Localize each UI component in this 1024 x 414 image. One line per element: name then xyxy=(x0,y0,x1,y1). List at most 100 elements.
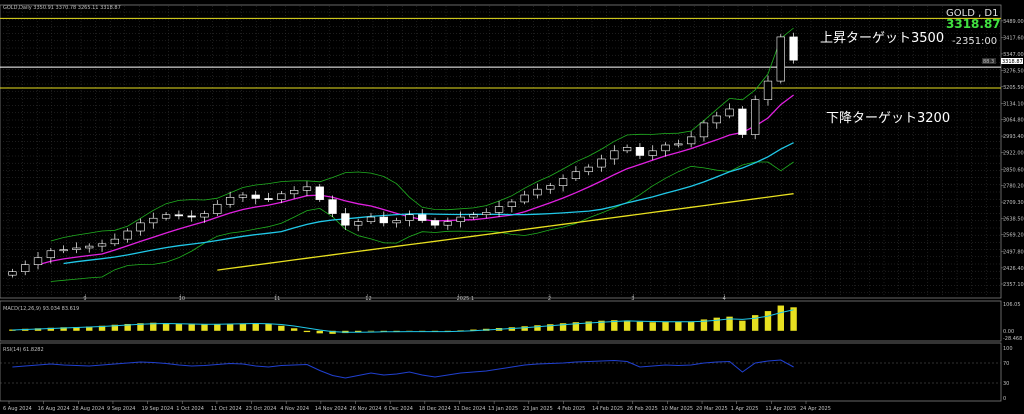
time-label: 19 Sep 2024 xyxy=(142,406,174,412)
rsi-tick-label: 100 xyxy=(1003,346,1013,352)
price-tick-label: 3276.50 xyxy=(1003,68,1024,74)
time-label: 6 Dec 2024 xyxy=(384,406,413,412)
candlesticks xyxy=(8,32,798,278)
candle-up xyxy=(482,212,491,216)
time-label: 23 Oct 2024 xyxy=(246,406,277,412)
candle-up xyxy=(571,171,581,180)
time-label: 4 Feb 2025 xyxy=(557,406,585,412)
candle-up xyxy=(674,143,683,146)
candle-up xyxy=(290,190,299,195)
time-label: 9 Sep 2024 xyxy=(107,406,136,412)
price-tick-label: 3347.00 xyxy=(1003,52,1024,58)
candle-down xyxy=(315,186,324,200)
price-panel[interactable]: 3489.00 3417.60 3347.00 3276.50 3205.50 3134.… xyxy=(0,4,1024,302)
price-tick-label: 2426.40 xyxy=(1003,266,1024,272)
macd-panel-border xyxy=(0,300,1002,342)
candle-up xyxy=(520,194,529,203)
candle-up xyxy=(8,271,17,276)
candle-up xyxy=(776,36,785,82)
candle-down xyxy=(328,199,337,214)
macd-tick-label: 0.00 xyxy=(1003,329,1014,335)
time-label: 23 Jan 2025 xyxy=(523,406,553,412)
price-panel-border xyxy=(0,4,1002,299)
macd-tick-label: 106.05 xyxy=(1003,302,1021,308)
candle-up xyxy=(725,108,734,117)
candle-up xyxy=(354,221,363,226)
candle-up xyxy=(33,257,43,266)
candle-up xyxy=(558,178,568,186)
chart-header: GOLD,Daily 3350.91 3370.78 3265.11 3318.… xyxy=(3,5,121,11)
time-label: 6 Aug 2024 xyxy=(3,406,32,412)
time-label: 24 Apr 2025 xyxy=(800,406,831,412)
macd-panel[interactable]: MACD(12,26,9) 93.034 83.619 106.05 0.00-2… xyxy=(0,300,1022,342)
time-label: 4 Nov 2024 xyxy=(280,406,309,412)
candle-up xyxy=(123,230,132,240)
price-tick-label: 2638.50 xyxy=(1003,217,1024,223)
rsi-panel[interactable]: RSI(14) 61.8282 100 70 30 0 xyxy=(0,342,1013,402)
price-tag-value: 3318.87 xyxy=(1002,59,1023,65)
candle-up xyxy=(648,150,657,156)
candle-down xyxy=(251,194,260,199)
price-tick-label: 2357.10 xyxy=(1003,282,1024,288)
time-label: 31 Dec 2024 xyxy=(453,406,485,412)
candle-up xyxy=(59,249,68,252)
price-tick-label: 2922.00 xyxy=(1003,151,1024,157)
candle-down xyxy=(635,147,645,156)
bollinger-lower xyxy=(50,161,794,282)
time-label: 16 Aug 2024 xyxy=(38,406,70,412)
ma-mid-line xyxy=(63,142,794,265)
candle-up xyxy=(366,216,376,223)
price-tag xyxy=(1001,58,1023,64)
price-tick-label: 3489.00 xyxy=(1003,19,1024,25)
rsi-tick-label: 70 xyxy=(1003,361,1009,367)
spread-tag xyxy=(982,58,996,64)
candle-down xyxy=(418,214,427,221)
price-tick-label: 2850.60 xyxy=(1003,167,1024,173)
upper-target-annotation: 上昇ターゲット3500 xyxy=(820,31,944,46)
candle-down xyxy=(264,198,273,200)
time-label: 10 Mar 2025 xyxy=(661,406,693,412)
time-label: 28 Aug 2024 xyxy=(72,406,104,412)
macd-axis: 106.05 0.00-28.468 xyxy=(1003,302,1022,342)
rsi-tick-label: 30 xyxy=(1003,381,1009,387)
candle-up xyxy=(533,188,542,196)
rsi-line xyxy=(12,359,794,379)
macd-tick-label: -28.468 xyxy=(1003,336,1022,342)
candle-down xyxy=(379,216,388,224)
moving-averages xyxy=(37,94,794,271)
price-tick-label: 3064.80 xyxy=(1003,117,1024,123)
candle-up xyxy=(392,220,401,224)
spread-tag-value: 88.3 xyxy=(983,59,994,65)
candle-up xyxy=(136,222,145,232)
candle-up xyxy=(507,201,516,207)
candle-up xyxy=(699,122,709,138)
bollinger-upper xyxy=(50,27,794,242)
candle-up xyxy=(149,217,158,224)
ma-short-line xyxy=(37,94,794,266)
price-axis: 3489.00 3417.60 3347.00 3276.50 3205.50 3134.… xyxy=(1001,19,1024,288)
candle-up xyxy=(661,144,670,152)
candle-up xyxy=(277,193,286,200)
candle-up xyxy=(72,247,81,250)
candle-up xyxy=(405,214,414,221)
candle-up xyxy=(546,185,555,190)
candle-up xyxy=(751,99,760,135)
candle-up xyxy=(110,238,119,245)
time-label: 14 Feb 2025 xyxy=(592,406,623,412)
month-label: 12 xyxy=(365,296,371,302)
symbol-label: GOLD , D1 xyxy=(946,8,999,19)
month-label: 10 xyxy=(179,296,185,302)
candle-up xyxy=(597,158,606,168)
rsi-path xyxy=(12,359,794,379)
candle-up xyxy=(494,206,504,213)
month-label: 2 xyxy=(548,296,551,302)
ma-long-line xyxy=(217,193,794,271)
time-axis: 6 Aug 2024 16 Aug 2024 28 Aug 2024 9 Sep 20… xyxy=(3,401,831,412)
candle-up xyxy=(46,250,55,259)
horizontal-levels xyxy=(0,17,1001,89)
rsi-panel-border xyxy=(0,342,1002,402)
macd-signal-path xyxy=(12,309,794,333)
candle-up xyxy=(469,214,478,218)
price-tick-label: 2993.40 xyxy=(1003,134,1024,140)
